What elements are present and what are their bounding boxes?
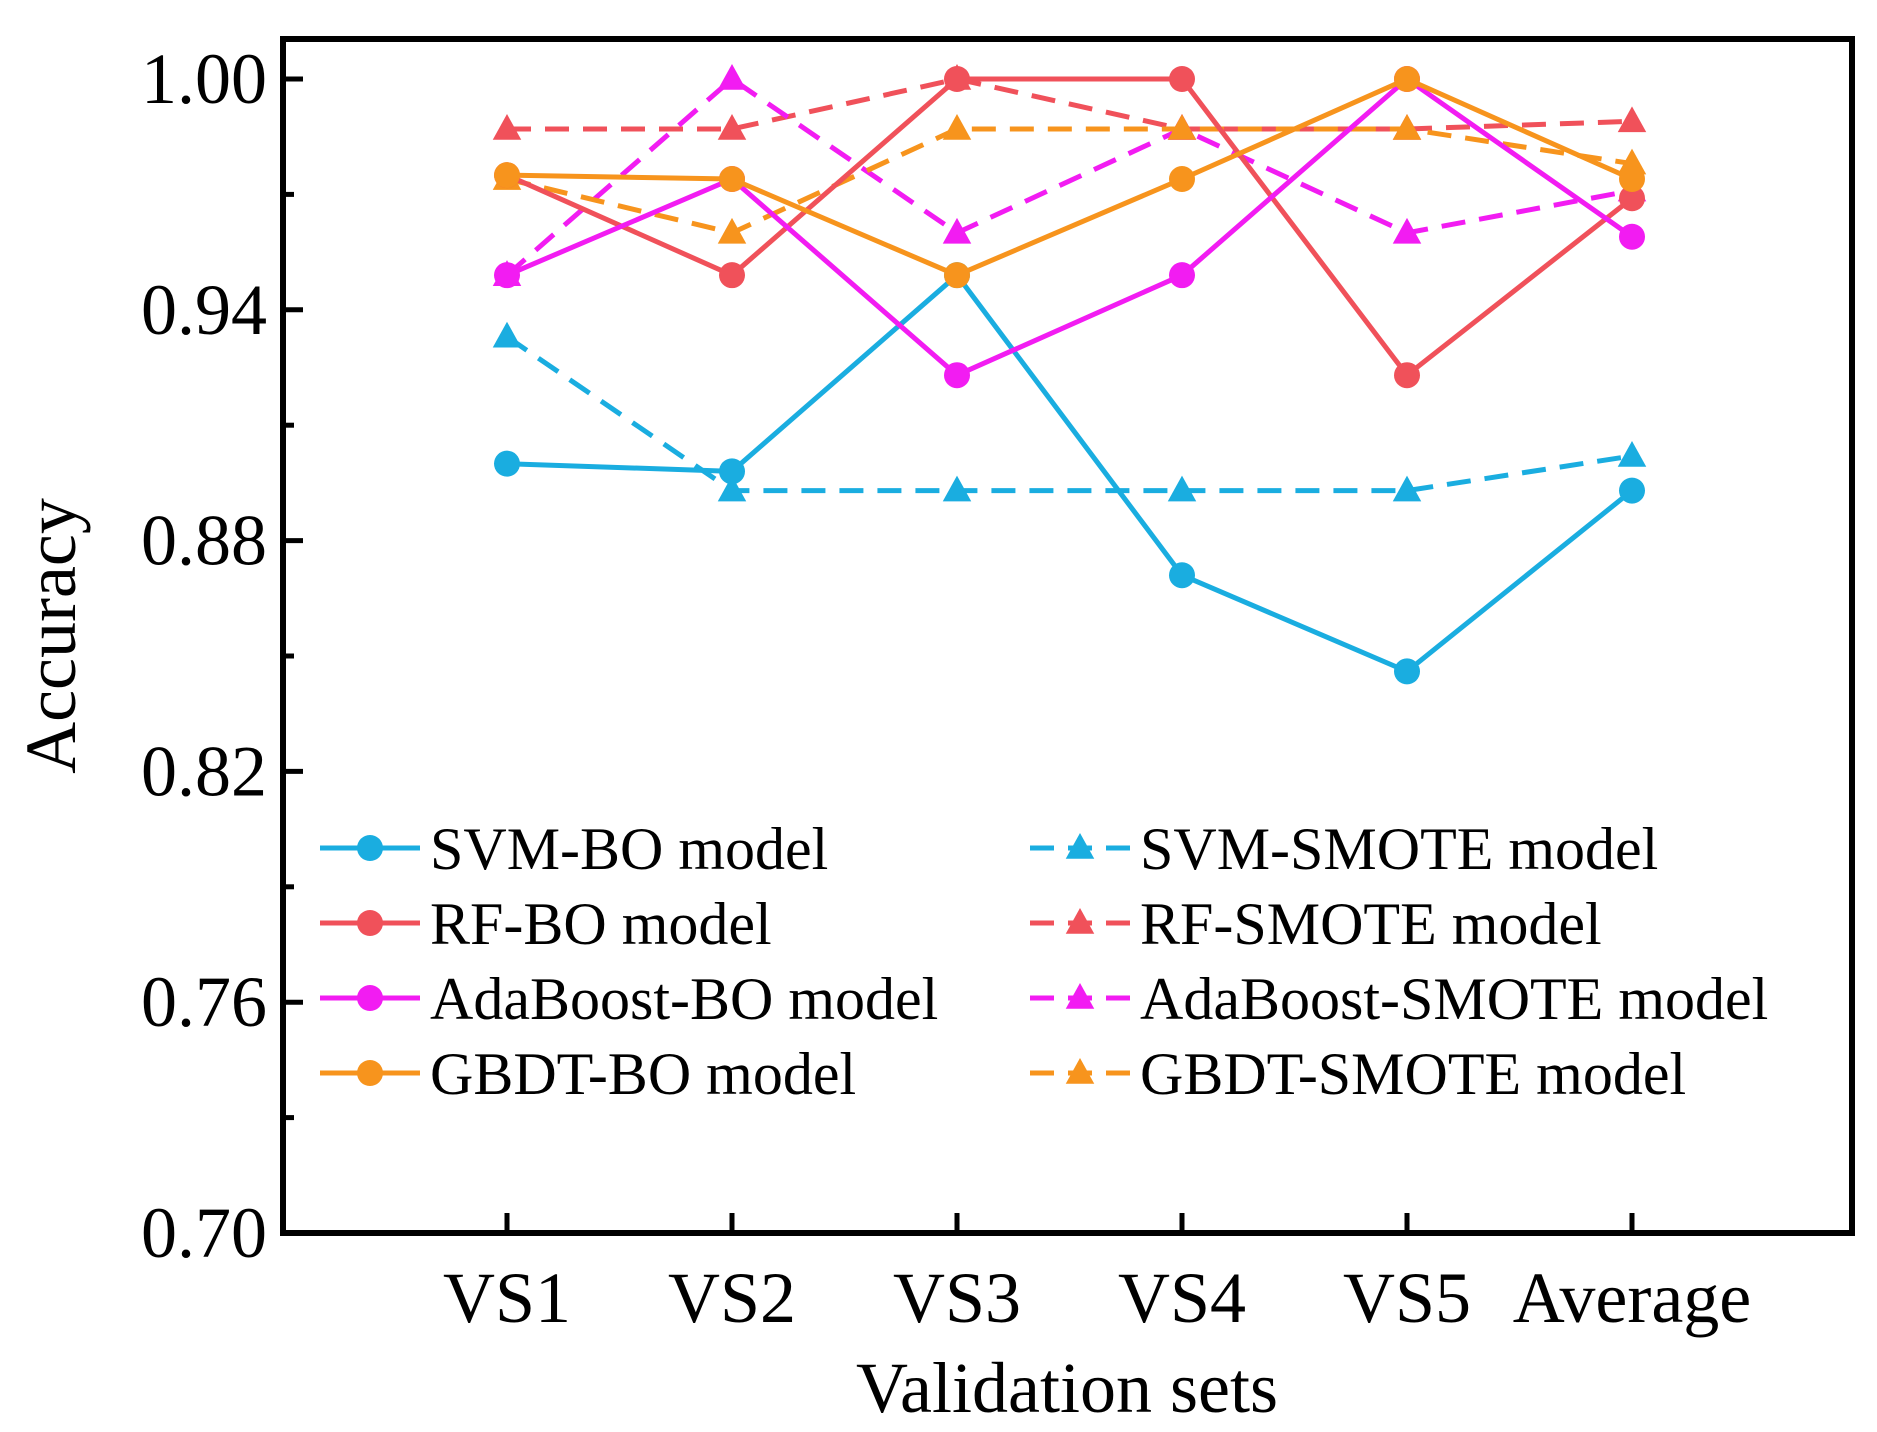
y-tick-label: 1.00 (141, 39, 267, 119)
legend-item: RF-SMOTE model (1030, 891, 1602, 957)
data-point (1169, 166, 1195, 193)
data-point (1394, 658, 1420, 685)
data-point (719, 262, 745, 289)
series-line (506, 126, 1633, 236)
data-point (719, 458, 745, 485)
data-point (717, 475, 747, 502)
data-point (942, 217, 972, 244)
y-tick-label: 0.94 (141, 270, 267, 350)
y-tick-label: 0.88 (141, 501, 267, 581)
legend-marker (357, 985, 383, 1011)
plot-frame (280, 36, 1855, 1236)
y-tick-label: 0.76 (141, 962, 267, 1042)
legend: SVM-BO model SVM-SMOTE model RF-BO model RF… (320, 816, 1768, 1107)
legend-item: RF-BO model (320, 891, 772, 957)
legend-label: SVM-BO model (430, 816, 828, 882)
data-point (1167, 475, 1197, 502)
data-point (494, 162, 520, 189)
data-point (1394, 362, 1420, 389)
data-point (1619, 185, 1645, 212)
legend-label: AdaBoost-BO model (430, 966, 938, 1032)
data-point (1619, 223, 1645, 250)
series-line (506, 76, 1634, 378)
legend-label: RF-SMOTE model (1140, 891, 1602, 957)
data-point (944, 66, 970, 92)
data-point (1169, 66, 1195, 92)
legend-marker (1065, 983, 1095, 1009)
legend-label: GBDT-BO model (430, 1041, 856, 1107)
x-axis-title: Validation sets (856, 1348, 1278, 1428)
data-point (1617, 106, 1647, 133)
legend-label: SVM-SMOTE model (1140, 816, 1658, 882)
data-point (717, 114, 747, 140)
legend-label: AdaBoost-SMOTE model (1140, 966, 1768, 1032)
data-point (944, 262, 970, 289)
series-gbdt-bo-model (494, 66, 1645, 289)
series-line (506, 272, 1634, 674)
series-line (507, 76, 1633, 132)
data-point (944, 362, 970, 389)
data-point (717, 64, 747, 90)
legend-marker (1065, 833, 1095, 859)
legend-item: AdaBoost-BO model (320, 966, 938, 1032)
legend-item: SVM-SMOTE model (1030, 816, 1658, 882)
data-point (1167, 114, 1197, 140)
series-line (505, 76, 1634, 378)
data-point (1392, 217, 1422, 244)
y-axis-title: Accuracy (11, 498, 91, 774)
data-point (1169, 562, 1195, 589)
data-point (1392, 475, 1422, 502)
x-tick-label: VS3 (893, 1258, 1021, 1338)
data-point (942, 114, 972, 140)
data-point (1619, 166, 1645, 193)
legend-label: GBDT-SMOTE model (1140, 1041, 1686, 1107)
data-point (717, 217, 747, 244)
x-tick-label: Average (1513, 1258, 1752, 1338)
data-point (942, 475, 972, 502)
x-tick-label: VS1 (443, 1258, 571, 1338)
data-point (719, 166, 745, 193)
legend-marker (1065, 908, 1095, 934)
series-svm-smote-model (492, 321, 1647, 502)
legend-item: AdaBoost-SMOTE model (1030, 966, 1768, 1032)
series-layer (492, 64, 1647, 685)
legend-marker (357, 835, 383, 861)
data-point (1617, 148, 1647, 175)
legend-marker (1065, 1058, 1095, 1084)
x-tick-label: VS5 (1343, 1258, 1471, 1338)
data-point (494, 262, 520, 289)
legend-item: SVM-BO model (320, 816, 828, 882)
x-tick-label: VS2 (668, 1258, 796, 1338)
data-point (1617, 440, 1647, 467)
series-line (505, 334, 1633, 494)
y-tick-label: 0.70 (141, 1193, 267, 1273)
data-point (1392, 114, 1422, 140)
legend-item: GBDT-BO model (320, 1041, 856, 1107)
legend-label: RF-BO model (430, 891, 772, 957)
legend-marker (357, 1060, 383, 1086)
data-point (1169, 262, 1195, 289)
series-line (505, 76, 1633, 278)
y-axis: 0.70 0.76 0.82 0.88 0.94 1.00 (141, 39, 303, 1273)
x-axis: VS1 VS2 VS3 VS4 VS5 Average (443, 1213, 1751, 1338)
data-point (494, 450, 520, 477)
data-point (1394, 66, 1420, 92)
data-point (1619, 477, 1645, 504)
x-tick-label: VS4 (1118, 1258, 1246, 1338)
data-point (492, 114, 522, 140)
data-point (492, 321, 522, 348)
series-line (506, 76, 1634, 278)
legend-marker (357, 910, 383, 936)
legend-item: GBDT-SMOTE model (1030, 1041, 1686, 1107)
y-tick-label: 0.82 (141, 731, 267, 811)
